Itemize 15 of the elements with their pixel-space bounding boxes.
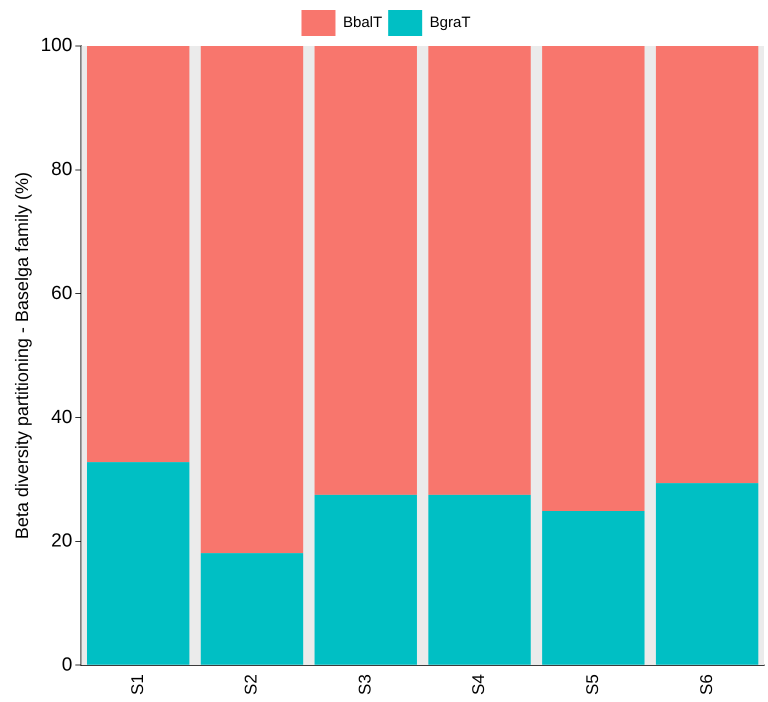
x-tick-label: S2 (242, 674, 261, 696)
x-tick-label: S6 (696, 674, 716, 696)
x-tick-label: S3 (355, 674, 374, 696)
y-tick-label: 20 (51, 530, 72, 552)
x-tick-label: S4 (469, 674, 488, 696)
y-tick-label: 40 (51, 406, 72, 428)
y-tick-label: 0 (62, 654, 72, 676)
legend-label: BbalT (342, 14, 382, 32)
x-tick-label: S1 (128, 674, 147, 696)
x-tick-label: S5 (583, 674, 602, 696)
y-tick-label: 80 (51, 159, 72, 180)
y-tick-label: 60 (51, 282, 72, 304)
legend-label: BgraT (430, 14, 471, 32)
y-tick-label: 100 (40, 35, 72, 56)
y-axis-title: Beta diversity partitioning - Baselga family (%) (12, 172, 32, 540)
